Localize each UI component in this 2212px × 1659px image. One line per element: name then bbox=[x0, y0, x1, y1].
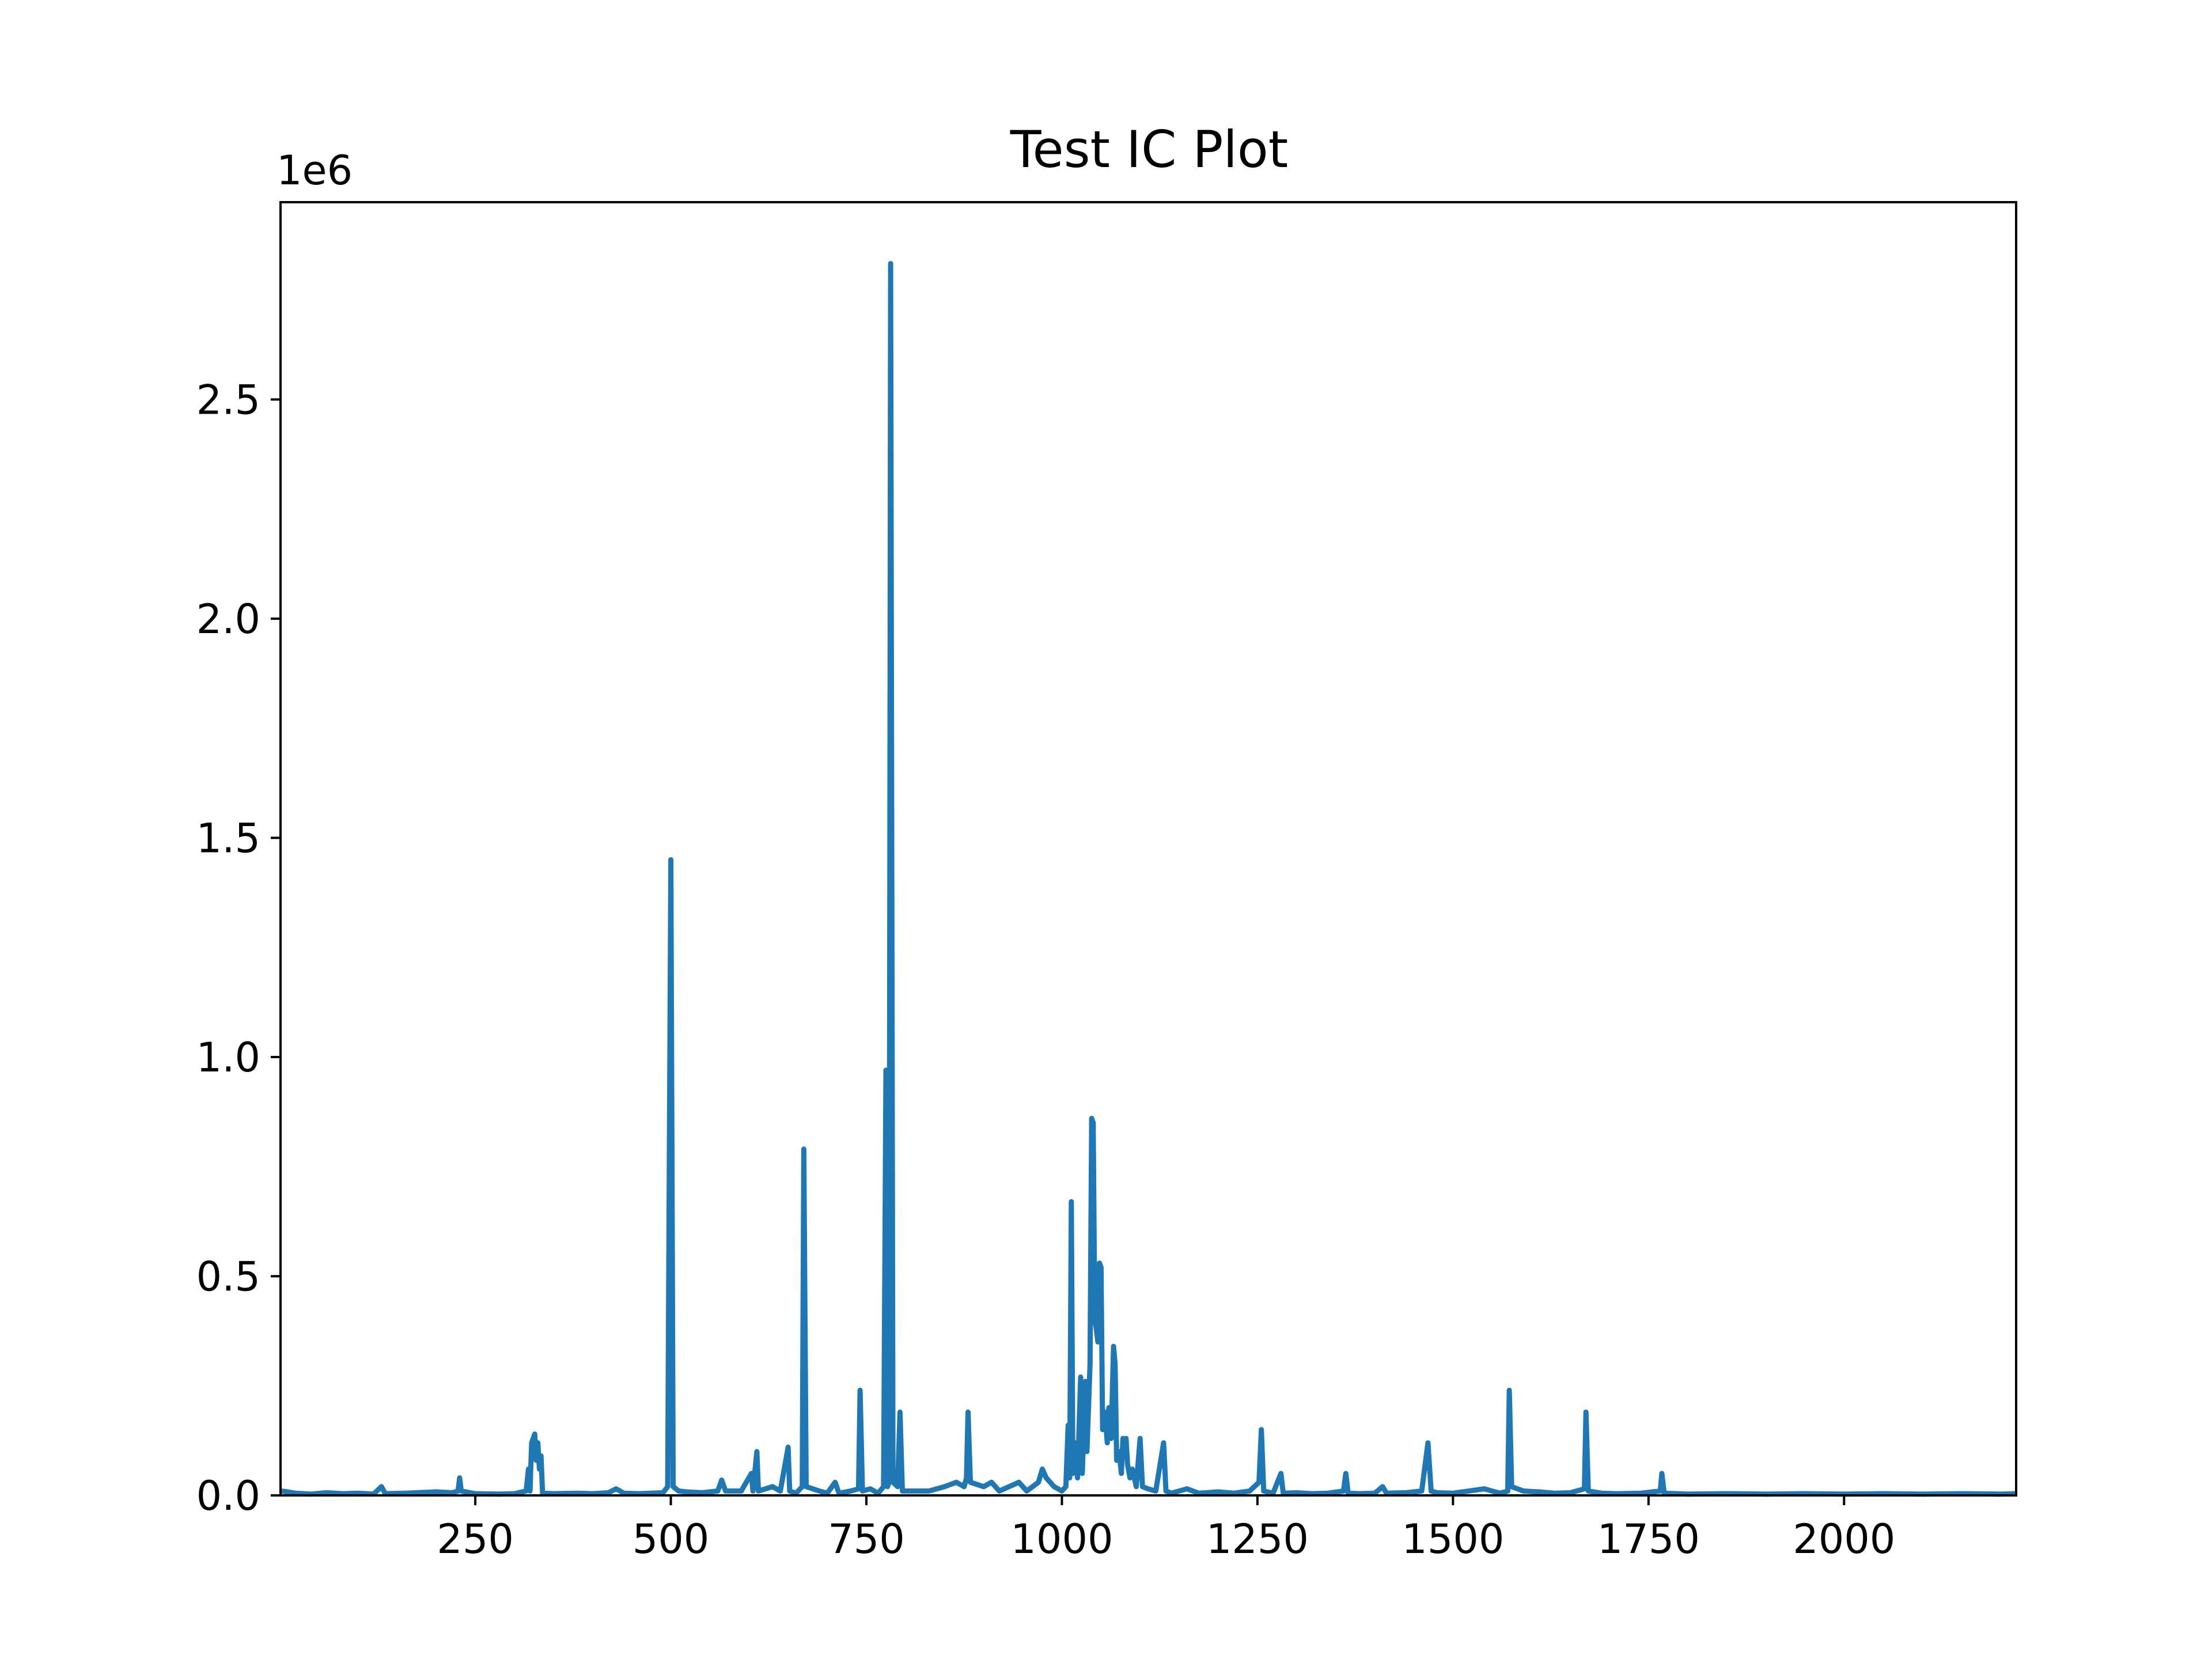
y-axis: 0.0 0.5 1.0 1.5 2.0 2.5 bbox=[196, 376, 281, 1520]
x-tick-label: 250 bbox=[437, 1516, 514, 1563]
x-tick-label: 500 bbox=[632, 1516, 710, 1563]
x-tick-label: 750 bbox=[828, 1516, 905, 1563]
plot-area bbox=[280, 261, 2017, 1497]
x-tick-label: 1750 bbox=[1597, 1516, 1700, 1563]
x-tick-label: 1000 bbox=[1010, 1516, 1113, 1563]
x-tick-label: 1250 bbox=[1206, 1516, 1309, 1563]
y-tick-label: 1.0 bbox=[196, 1034, 260, 1081]
y-axis-offset-label: 1e6 bbox=[276, 147, 353, 194]
y-tick-label: 0.0 bbox=[196, 1472, 260, 1520]
chart-title: Test IC Plot bbox=[1010, 120, 1289, 179]
x-tick-label: 2000 bbox=[1793, 1516, 1895, 1563]
plot-frame bbox=[279, 201, 2017, 1497]
x-axis: 250 500 750 1000 1250 1500 1750 2000 bbox=[437, 1495, 1895, 1563]
x-tick-label: 1500 bbox=[1402, 1516, 1504, 1563]
series-line-0 bbox=[280, 261, 2017, 1497]
y-tick-label: 2.5 bbox=[196, 376, 260, 423]
y-tick-label: 1.5 bbox=[196, 815, 260, 862]
y-tick-label: 0.5 bbox=[196, 1253, 260, 1300]
y-tick-label: 2.0 bbox=[196, 596, 260, 643]
